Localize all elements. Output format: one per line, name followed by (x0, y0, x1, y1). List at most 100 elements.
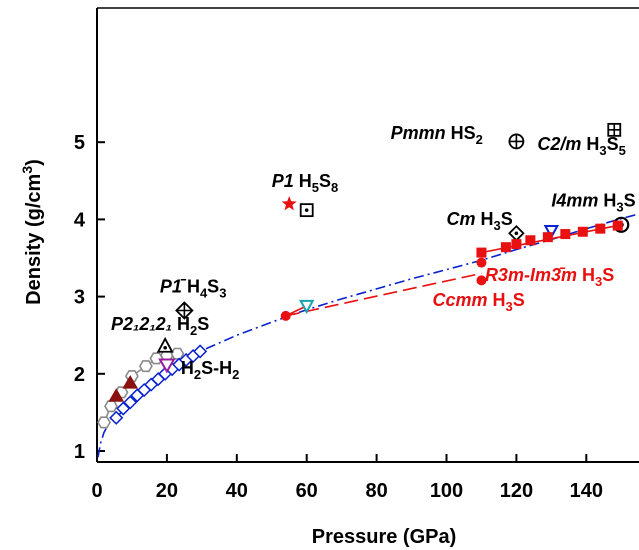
annotation-p1-h5s8: P1 H5S8 (272, 171, 339, 195)
square-marker (577, 226, 588, 237)
square-marker (612, 220, 623, 231)
square-marker (500, 242, 511, 253)
annotation-part: 5 (312, 180, 319, 195)
annotation-i4mm-h3s: I4mm H3S (551, 190, 635, 214)
annotation-p212121-h2s: P2₁2₁2₁ H2S (111, 314, 209, 338)
annotation-part: P1 (272, 171, 294, 191)
annotation-part: HS (446, 123, 476, 143)
diamond-marker (193, 344, 208, 359)
x-tick-label: 80 (365, 480, 387, 502)
annotation-part: S (319, 171, 331, 191)
annotation-part: Cm (447, 209, 476, 229)
y-tick-label: 2 (74, 364, 85, 386)
annotation-part: 2 (190, 323, 197, 338)
triangle-marker (122, 375, 139, 389)
data-point (577, 226, 588, 237)
hexagon-marker (104, 400, 118, 413)
data-point (299, 203, 314, 218)
annotation-c2m-h3s5: C2/m H3S5 (537, 134, 626, 158)
data-point (476, 257, 487, 268)
annotation-part: S (207, 277, 219, 297)
circle-marker (476, 257, 487, 268)
annotation-part: 5 (619, 143, 626, 158)
square-marker (560, 229, 571, 240)
x-tick-label: 120 (500, 480, 533, 502)
annotation-pmmn-hs2: Pmmn HS2 (391, 123, 483, 147)
annotation-part: H (476, 209, 494, 229)
square-marker (542, 232, 553, 243)
annotation-part: C2/m (537, 134, 581, 154)
hexagon-marker (138, 360, 153, 373)
annotation-part: P2₁2₁2₁ (111, 314, 172, 334)
data-point (116, 401, 131, 416)
data-point (511, 239, 522, 250)
annotation-part: H (181, 358, 194, 378)
annotation-part: S (607, 134, 619, 154)
annotation-part: Pmmn (391, 123, 446, 143)
x-tick-label: 0 (91, 480, 102, 502)
data-point (108, 388, 125, 402)
curve-line (285, 272, 482, 317)
annotation-part: 3 (494, 218, 501, 233)
data-point (109, 410, 124, 425)
annotation-part: 3 (616, 199, 623, 214)
annotation-part: 3 (595, 274, 602, 289)
y-tick-label: 1 (74, 441, 85, 463)
triangle-dot-marker (156, 336, 174, 353)
hexagon-marker (149, 352, 164, 365)
data-point (104, 400, 118, 413)
marker-dot (514, 231, 519, 236)
data-markers (97, 122, 630, 429)
data-point (123, 395, 138, 410)
annotation-part: S (602, 265, 614, 285)
annotation-part: 3 (506, 299, 513, 314)
annotation-cm-h3s: Cm H3S (447, 209, 513, 233)
annotation-part: I4mm (551, 190, 598, 210)
data-point (156, 336, 174, 353)
annotation-part: S (501, 209, 513, 229)
data-point (281, 196, 297, 211)
data-point (607, 122, 622, 137)
square-marker (511, 239, 522, 250)
square-marker (595, 223, 606, 234)
data-point (122, 375, 139, 389)
square-marker (476, 247, 487, 258)
x-axis-title: Pressure (GPa) (312, 526, 457, 548)
annotation-part: S (513, 290, 525, 310)
marker-dot (163, 345, 167, 350)
data-point (543, 224, 560, 240)
data-point (500, 242, 511, 253)
x-tick-label: 140 (570, 480, 603, 502)
y-axis-title: Density (g/cm3) (19, 159, 45, 305)
y-axis-title-close: ) (23, 159, 45, 166)
data-point (158, 358, 176, 374)
marker-cross (608, 123, 621, 136)
data-point (149, 352, 164, 365)
data-point (97, 416, 111, 429)
annotation-part: Ccmm (433, 290, 488, 310)
annotation-part: H (577, 265, 595, 285)
annotation-part: 3 (599, 143, 606, 158)
data-point (476, 247, 487, 258)
hexagon-marker (97, 416, 111, 429)
star-marker (281, 196, 297, 211)
square-marker (525, 235, 536, 246)
annotation-part: H (488, 290, 506, 310)
diamond-marker (123, 395, 138, 410)
annotation-part: H (581, 134, 599, 154)
triangle-marker (108, 388, 125, 402)
marker-dot (304, 208, 309, 212)
annotation-part: S (197, 314, 209, 334)
diamond-marker (109, 410, 124, 425)
annotation-part: 4 (200, 286, 208, 301)
annotation-part: H (598, 190, 616, 210)
annotation-h2s-h2: H2S-H2 (181, 358, 239, 382)
triangle-down-marker (299, 299, 315, 314)
y-axis-title-sup: 3 (19, 166, 35, 174)
data-point (280, 310, 291, 321)
annotation-ccmm-h3s: Ccmm H3S (433, 290, 525, 314)
annotation-p1-h4s3: P1̄ H4S3 (160, 277, 227, 301)
annotation-part: H (294, 171, 312, 191)
